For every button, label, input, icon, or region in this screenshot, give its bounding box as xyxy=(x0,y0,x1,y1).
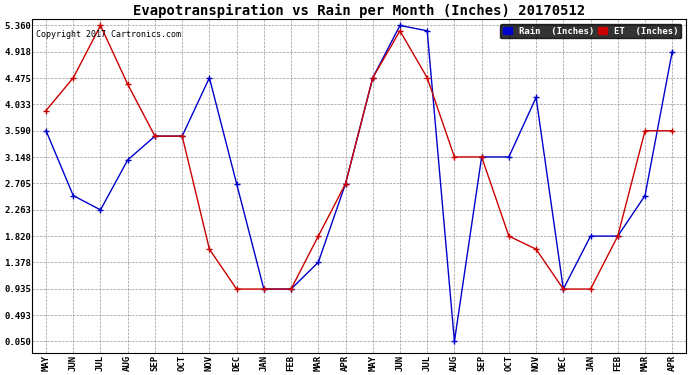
Title: Evapotranspiration vs Rain per Month (Inches) 20170512: Evapotranspiration vs Rain per Month (In… xyxy=(133,4,585,18)
Legend: Rain  (Inches), ET  (Inches): Rain (Inches), ET (Inches) xyxy=(500,24,681,38)
Text: Copyright 2017 Cartronics.com: Copyright 2017 Cartronics.com xyxy=(36,30,181,39)
